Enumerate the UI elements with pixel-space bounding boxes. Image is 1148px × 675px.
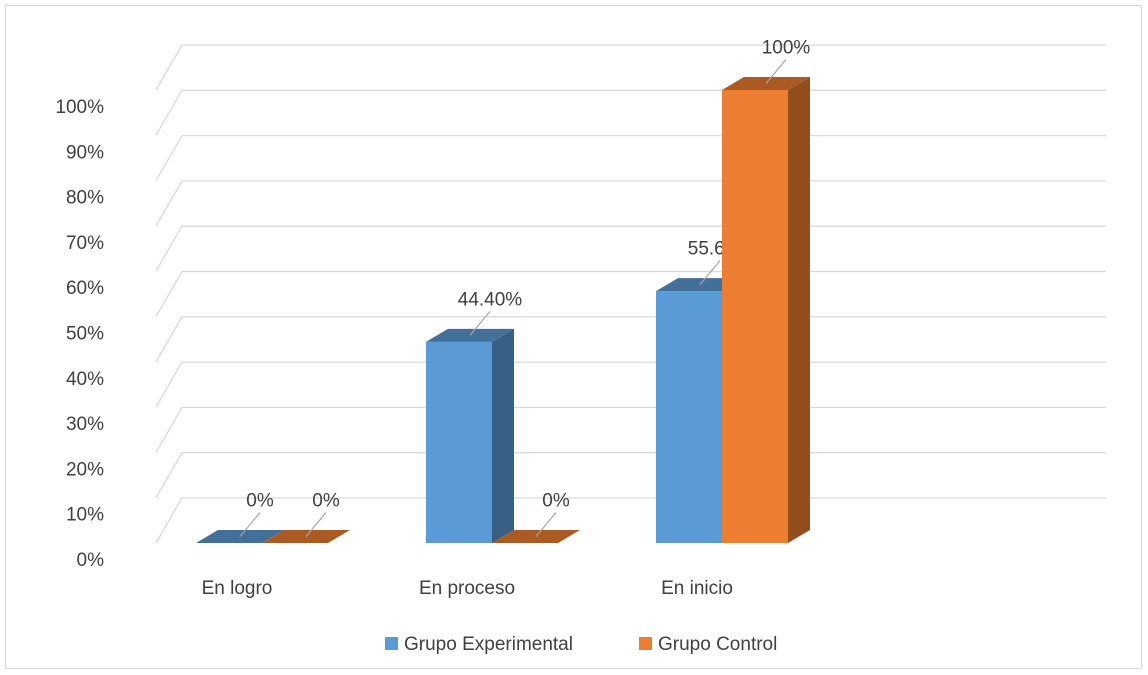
data-label-leader: [535, 512, 557, 537]
y-tick-label: 50%: [66, 324, 104, 345]
x-category-label: En logro: [202, 578, 273, 599]
bar: [722, 90, 788, 543]
x-category-label: En inicio: [661, 578, 733, 599]
gridline: [155, 180, 1106, 227]
data-label: 0%: [312, 491, 340, 512]
y-tick-label: 0%: [77, 550, 105, 571]
gridline: [155, 452, 1106, 499]
x-category-label: En proceso: [419, 578, 515, 599]
bar-side: [492, 328, 514, 543]
data-label-leader: [305, 512, 327, 537]
y-tick-label: 20%: [66, 459, 104, 480]
gridline: [155, 44, 1106, 91]
data-label: 0%: [542, 491, 570, 512]
bar: [426, 341, 492, 543]
legend-swatch: [639, 637, 652, 650]
gridline: [155, 270, 1106, 317]
data-label-leader: [239, 512, 261, 537]
y-tick-label: 70%: [66, 233, 104, 254]
gridline: [155, 406, 1106, 453]
y-tick-label: 100%: [55, 97, 104, 118]
y-tick-label: 60%: [66, 278, 104, 299]
legend-swatch: [385, 637, 398, 650]
y-tick-label: 30%: [66, 414, 104, 435]
y-tick-label: 90%: [66, 142, 104, 163]
gridline: [155, 225, 1106, 272]
data-label-leader: [699, 260, 721, 286]
bar-side: [788, 77, 810, 543]
legend-label: Grupo Control: [658, 634, 777, 655]
gridline: [155, 316, 1106, 363]
y-tick-label: 10%: [66, 505, 104, 526]
gridline: [155, 361, 1106, 408]
data-label: 0%: [246, 491, 274, 512]
y-tick-label: 40%: [66, 369, 104, 390]
gridline: [155, 134, 1106, 181]
data-label: 44.40%: [458, 289, 523, 310]
bar: [656, 291, 722, 543]
y-tick-label: 80%: [66, 188, 104, 209]
data-label: 100%: [762, 38, 811, 59]
chart-frame: [5, 5, 1142, 669]
data-label-leader: [469, 310, 491, 336]
data-label-leader: [765, 59, 787, 84]
legend-label: Grupo Experimental: [404, 634, 573, 655]
gridline: [155, 89, 1106, 136]
